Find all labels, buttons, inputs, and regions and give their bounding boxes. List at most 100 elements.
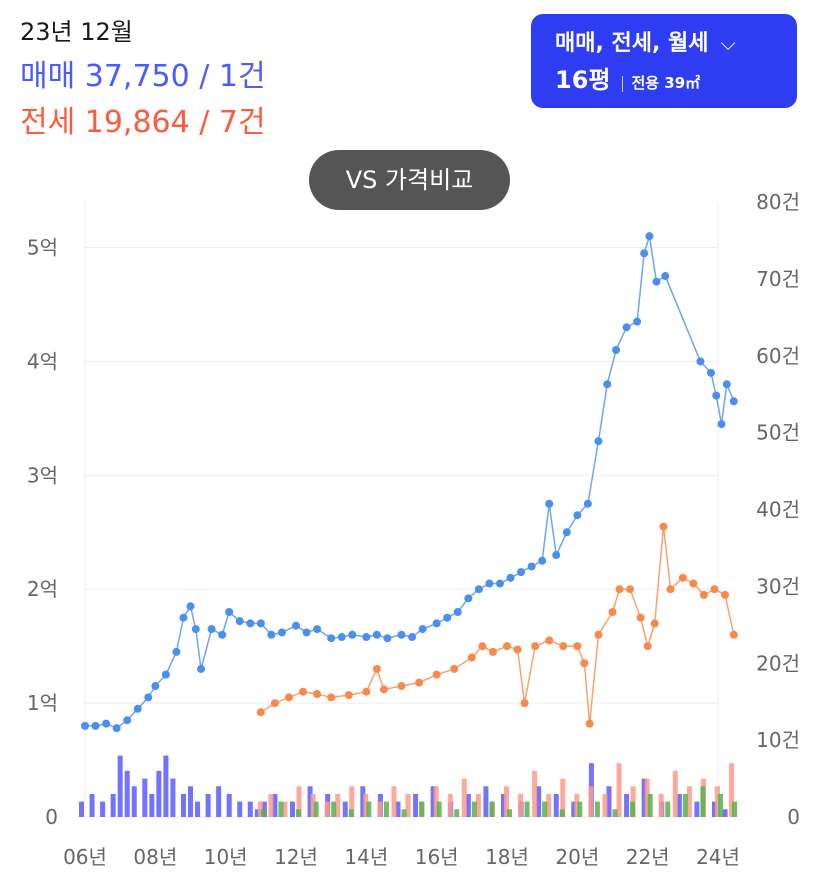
y-right-tick-label: 50건 xyxy=(756,421,800,445)
sale-price-point xyxy=(348,630,357,639)
sale-volume-bar xyxy=(117,755,123,817)
monthly-volume-bar xyxy=(419,801,425,817)
sale-volume-bar xyxy=(156,770,162,817)
rent-price-point xyxy=(580,659,589,668)
y-left-tick-label: 1억 xyxy=(27,691,58,715)
rent-volume-bar xyxy=(574,793,580,817)
rent-price-point xyxy=(415,678,424,687)
sale-price-line xyxy=(85,235,735,730)
rent-price-point xyxy=(450,664,459,673)
monthly-volume-bar xyxy=(454,809,460,817)
monthly-volume-bar xyxy=(401,809,407,817)
price-chart: 0 1억 2억 3억 4억 5억 0 10건 20건 30건 40건 50건 60건 70건 80건 06년 0… xyxy=(27,190,800,869)
sale-price-point xyxy=(383,634,392,643)
sale-price-point xyxy=(102,719,111,728)
sale-price-point xyxy=(706,368,715,377)
sale-price-point xyxy=(729,397,738,406)
sale-price-point xyxy=(218,630,227,639)
rent-volume-bar xyxy=(377,801,383,817)
rent-volume-bar xyxy=(504,786,509,817)
deal-type-filter-button[interactable]: 매매, 전세, 월세 ⌵ 16평 전용 39㎡ xyxy=(531,14,797,108)
monthly-volume-bar xyxy=(471,801,477,817)
y-right-tick-label: 80건 xyxy=(756,190,800,214)
rent-volume-bar xyxy=(363,793,369,817)
sale-price-point xyxy=(443,613,452,622)
sale-price-point xyxy=(151,682,160,691)
monthly-volume-bar xyxy=(436,801,442,817)
sale-price-point xyxy=(722,380,731,389)
sale-price-point xyxy=(144,693,153,702)
rent-volume-bar xyxy=(546,793,552,817)
sale-volume-bar xyxy=(641,778,647,817)
sale-price-point xyxy=(191,625,200,634)
monthly-volume-bar xyxy=(700,786,706,817)
rent-volume-bar xyxy=(686,786,692,817)
x-tick-label: 24년 xyxy=(696,845,740,869)
rent-price-point xyxy=(284,693,293,702)
rent-price-point xyxy=(545,636,554,645)
rent-price-point xyxy=(313,690,322,698)
price-lines xyxy=(81,232,738,733)
y-left-tick-label: 5억 xyxy=(27,236,58,260)
sale-price-point xyxy=(327,634,336,643)
rent-volume-bar xyxy=(335,793,341,817)
rent-price-point xyxy=(503,642,511,651)
rent-volume-bar xyxy=(588,786,594,817)
rent-volume-bar xyxy=(257,801,263,817)
divider xyxy=(622,75,624,92)
monthly-volume-bar xyxy=(507,809,512,817)
y-left-tick-label: 3억 xyxy=(27,463,58,487)
rent-volume-bar xyxy=(532,770,538,817)
rent-price-point xyxy=(689,579,698,588)
y-right-tick-label: 40건 xyxy=(756,498,800,522)
rent-volume-bar xyxy=(447,793,453,817)
rent-price-point xyxy=(678,573,687,582)
x-tick-label: 08년 xyxy=(133,845,177,869)
y-right-tick-label: 10건 xyxy=(756,728,800,752)
sale-volume-bar xyxy=(216,786,222,817)
sale-price-point xyxy=(133,704,142,713)
rent-price-point xyxy=(467,653,476,662)
deal-type-row: 매매, 전세, 월세 ⌵ xyxy=(555,24,797,62)
sale-volume-bar xyxy=(722,809,728,817)
sale-volume-bar xyxy=(110,793,116,817)
x-tick-label: 20년 xyxy=(555,845,599,869)
rent-volume-bar xyxy=(405,793,411,817)
rent-volume-bar xyxy=(616,763,622,817)
sale-price-point xyxy=(91,721,100,730)
sale-volume-bar xyxy=(395,801,401,817)
rent-volume-bar xyxy=(715,786,720,817)
sale-price-point xyxy=(474,585,483,594)
sale-volume-bar xyxy=(571,801,577,817)
sale-price-label: 매매 37,750 / 1건 xyxy=(20,59,266,94)
rent-volume-bar xyxy=(282,801,288,817)
monthly-volume-bar xyxy=(559,809,565,817)
monthly-volume-bar xyxy=(577,801,583,817)
monthly-volume-bar xyxy=(665,801,671,817)
rent-price-point xyxy=(432,670,441,679)
rent-price-point xyxy=(362,687,371,696)
sale-price-point xyxy=(517,568,526,577)
axis-labels: 0 1억 2억 3억 4억 5억 0 10건 20건 30건 40건 50건 60건 70건 80건 06년 0… xyxy=(27,190,800,869)
sale-price-point xyxy=(302,628,311,637)
size-area-label: 전용 39㎡ xyxy=(631,74,701,92)
price-compare-button[interactable]: VS 가격비교 xyxy=(309,150,510,210)
sale-volume-bar xyxy=(131,786,137,817)
monthly-volume-bar xyxy=(296,809,301,817)
y-right-tick-label: 60건 xyxy=(756,344,800,368)
sale-price-point xyxy=(640,249,649,258)
rent-price-point xyxy=(615,585,624,594)
sale-price-point xyxy=(545,499,554,508)
rent-volume-bar xyxy=(268,793,274,817)
sale-price-point xyxy=(538,556,547,565)
sale-volume-bar xyxy=(272,793,278,817)
sale-price-point xyxy=(313,625,322,634)
rent-price-point xyxy=(520,699,529,708)
sale-volume-bar xyxy=(195,801,201,817)
rent-volume-bar xyxy=(349,786,355,817)
sale-price-point xyxy=(583,499,592,508)
rent-price-point xyxy=(659,522,668,531)
y-right-tick-label: 0 xyxy=(787,805,800,829)
rent-volume-bar xyxy=(391,786,397,817)
sale-volume-bar xyxy=(180,793,186,817)
